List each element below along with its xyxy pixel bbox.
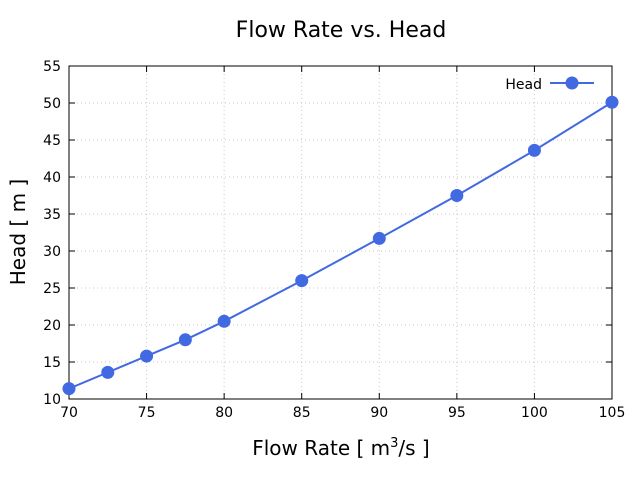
x-axis-label-tail: /s ] <box>398 436 429 460</box>
x-tick-label: 100 <box>521 405 548 421</box>
y-tick-label: 10 <box>43 392 61 408</box>
plot-frame <box>68 65 613 400</box>
y-tick-label: 15 <box>43 355 61 371</box>
legend: Head <box>505 76 594 93</box>
x-axis-label-superscript: 3 <box>390 436 398 451</box>
data-point <box>372 231 386 245</box>
legend-marker-head <box>565 76 579 90</box>
x-tick-label: 80 <box>215 405 233 421</box>
x-tick-label: 70 <box>60 405 78 421</box>
data-point <box>605 95 619 109</box>
y-tick-label: 45 <box>43 133 61 149</box>
x-tick-labels: 70 75 80 85 90 95 100 105 <box>60 405 625 421</box>
axis-ticks <box>68 65 613 400</box>
y-tick-label: 55 <box>43 59 61 75</box>
x-tick-label: 95 <box>448 405 466 421</box>
data-point <box>101 365 115 379</box>
y-tick-labels: 10 15 20 25 30 35 40 45 50 55 <box>43 59 61 408</box>
x-tick-label: 105 <box>599 405 626 421</box>
series-line-head <box>68 101 613 390</box>
data-point <box>295 274 309 288</box>
y-tick-label: 35 <box>43 207 61 223</box>
data-point <box>450 189 464 202</box>
y-tick-label: 50 <box>43 96 61 112</box>
data-point <box>217 314 231 328</box>
series-layer <box>62 95 619 396</box>
x-tick-label: 85 <box>293 405 311 421</box>
y-axis-label: Head [ m ] <box>6 179 30 285</box>
y-tick-label: 25 <box>43 281 61 297</box>
x-axis-label-main: Flow Rate [ m <box>252 436 390 460</box>
y-tick-label: 30 <box>43 244 61 260</box>
data-point <box>178 333 192 347</box>
data-point <box>527 143 541 157</box>
data-point <box>140 349 154 363</box>
x-tick-label: 75 <box>138 405 156 421</box>
y-tick-label: 20 <box>43 318 61 334</box>
data-point <box>62 382 76 396</box>
legend-label-head: Head <box>505 77 542 93</box>
x-tick-label: 90 <box>370 405 388 421</box>
x-axis-label: Flow Rate [ m3/s ] <box>252 436 429 460</box>
y-tick-label: 40 <box>43 170 61 186</box>
chart-title: Flow Rate vs. Head <box>236 18 447 43</box>
grid <box>69 66 612 399</box>
